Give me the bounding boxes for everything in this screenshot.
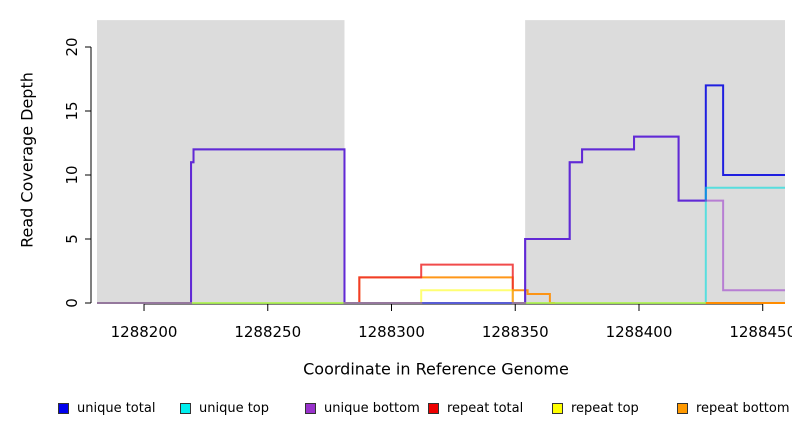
unique-region-left <box>97 20 345 304</box>
legend-label: repeat total <box>447 400 524 416</box>
y-tick-label: 5 <box>63 234 81 244</box>
x-tick-label: 1288450 <box>729 323 792 341</box>
legend-label: unique bottom <box>324 400 420 416</box>
y-tick-label: 10 <box>63 165 81 184</box>
legend-swatch-repeat-bottom <box>677 402 688 414</box>
x-tick-label: 1288400 <box>606 323 673 341</box>
legend-swatch-unique-bottom <box>305 402 316 414</box>
unique-region-right <box>525 20 785 304</box>
legend-swatch-repeat-total <box>428 402 439 414</box>
legend-item-unique-total: unique total <box>58 398 155 418</box>
y-tick-label: 20 <box>63 37 81 56</box>
x-tick-label: 1288300 <box>358 323 425 341</box>
legend-label: repeat bottom <box>696 400 790 416</box>
legend-label: repeat top <box>571 400 639 416</box>
x-axis-title: Coordinate in Reference Genome <box>303 359 569 379</box>
y-tick-label: 15 <box>63 101 81 120</box>
legend-item-repeat-total: repeat total <box>428 398 523 418</box>
legend-label: unique top <box>199 400 270 416</box>
y-tick-label: 0 <box>63 298 81 308</box>
y-axis-title: Read Coverage Depth <box>17 72 37 248</box>
legend-item-repeat-top: repeat top <box>552 398 639 418</box>
legend-swatch-repeat-top <box>552 402 563 414</box>
x-tick-label: 1288200 <box>111 323 178 341</box>
legend-item-unique-bottom: unique bottom <box>305 398 420 418</box>
x-tick-label: 1288350 <box>482 323 549 341</box>
legend-item-unique-top: unique top <box>180 398 269 418</box>
series-line-repeat-total <box>356 263 518 304</box>
legend-swatch-unique-top <box>180 402 191 414</box>
legend-swatch-unique-total <box>58 402 69 414</box>
series-line-unique-bottom <box>97 135 785 304</box>
legend: unique total unique top unique bottom repea… <box>0 398 792 420</box>
legend-item-repeat-bottom: repeat bottom <box>677 398 790 418</box>
x-tick-label: 1288250 <box>234 323 301 341</box>
legend-label: unique total <box>77 400 156 416</box>
